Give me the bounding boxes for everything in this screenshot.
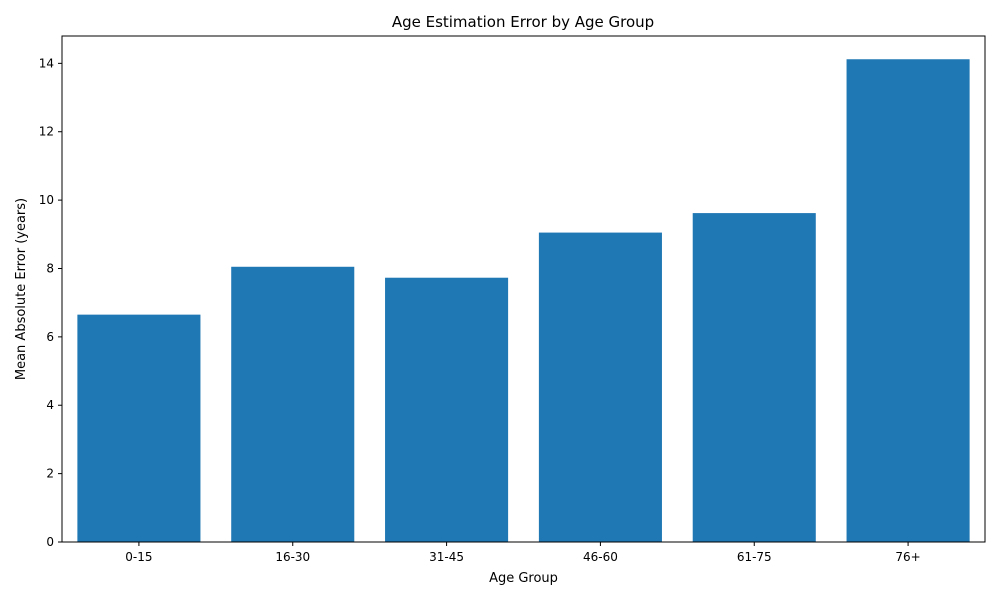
bar-0-15 [77, 314, 201, 542]
x-tick-label: 61-75 [737, 550, 772, 564]
y-tick-label: 8 [46, 261, 54, 275]
y-tick-label: 4 [46, 398, 54, 412]
x-tick-label: 16-30 [275, 550, 310, 564]
y-tick-label: 10 [39, 193, 54, 207]
bar-31-45 [385, 277, 509, 542]
x-tick-label: 76+ [895, 550, 920, 564]
y-tick-label: 12 [39, 125, 54, 139]
y-axis-label: Mean Absolute Error (years) [14, 198, 29, 380]
y-tick-label: 2 [46, 467, 54, 481]
bar-16-30 [231, 266, 355, 542]
bar-46-60 [538, 232, 662, 543]
y-axis-ticks: 0 2 4 6 8 10 12 14 [39, 56, 62, 549]
plot-frame [61, 35, 986, 543]
bars-group [77, 59, 970, 543]
bar-76+ [846, 59, 970, 542]
chart-title: Age Estimation Error by Age Group [392, 13, 654, 31]
x-tick-label: 46-60 [583, 550, 618, 564]
x-axis-label: Age Group [489, 571, 558, 586]
y-tick-label: 0 [46, 535, 54, 549]
y-tick-label: 6 [46, 330, 54, 344]
x-tick-label: 31-45 [429, 550, 464, 564]
x-axis-ticks: 0-15 16-30 31-45 46-60 61-75 76+ [125, 542, 921, 564]
y-tick-label: 14 [39, 56, 54, 70]
x-tick-label: 0-15 [125, 550, 152, 564]
bar-61-75 [692, 213, 816, 542]
